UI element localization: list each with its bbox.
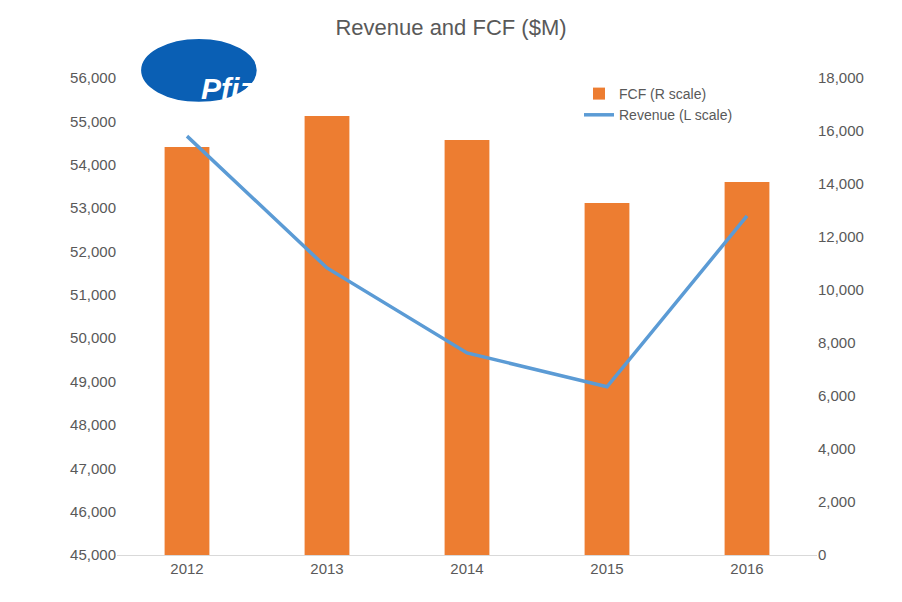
svg-text:46,000: 46,000 [70,503,116,520]
svg-text:FCF (R scale): FCF (R scale) [619,86,706,102]
svg-text:52,000: 52,000 [70,243,116,260]
svg-text:8,000: 8,000 [818,334,856,351]
svg-text:51,000: 51,000 [70,286,116,303]
svg-text:2,000: 2,000 [818,493,856,510]
svg-text:16,000: 16,000 [818,122,864,139]
svg-text:0: 0 [818,546,826,563]
svg-text:49,000: 49,000 [70,373,116,390]
svg-text:12,000: 12,000 [818,228,864,245]
svg-text:47,000: 47,000 [70,460,116,477]
svg-text:10,000: 10,000 [818,281,864,298]
svg-text:45,000: 45,000 [70,546,116,563]
svg-text:2015: 2015 [590,560,623,577]
svg-text:2013: 2013 [310,560,343,577]
svg-text:6,000: 6,000 [818,387,856,404]
svg-text:50,000: 50,000 [70,329,116,346]
svg-text:Revenue (L scale): Revenue (L scale) [619,107,732,123]
svg-text:56,000: 56,000 [70,69,116,86]
svg-text:18,000: 18,000 [818,69,864,86]
svg-text:48,000: 48,000 [70,416,116,433]
svg-text:54,000: 54,000 [70,156,116,173]
svg-text:2012: 2012 [170,560,203,577]
svg-text:14,000: 14,000 [818,175,864,192]
svg-text:2016: 2016 [730,560,763,577]
svg-text:53,000: 53,000 [70,199,116,216]
svg-text:Pfizer: Pfizer [201,72,285,105]
svg-text:4,000: 4,000 [818,440,856,457]
svg-text:55,000: 55,000 [70,113,116,130]
svg-text:2014: 2014 [450,560,483,577]
svg-text:Revenue and FCF ($M): Revenue and FCF ($M) [335,15,566,40]
